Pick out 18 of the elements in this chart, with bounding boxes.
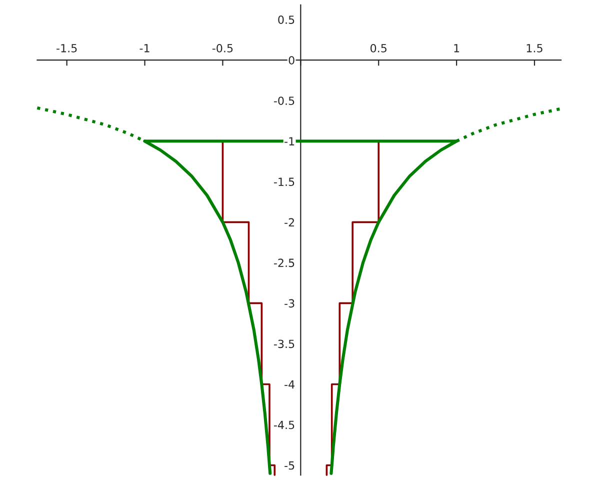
y-tick-label: -1 — [284, 137, 294, 146]
y-tick-label: -0.5 — [274, 96, 294, 105]
x-tick-label: 0.5 — [370, 44, 386, 52]
y-tick-label: -2.5 — [274, 258, 294, 268]
x-tick-label: 1 — [454, 44, 460, 52]
y-tick-label: -2 — [284, 218, 294, 226]
x-tick-label: -1 — [140, 44, 150, 52]
y-tick-label: -3 — [284, 299, 294, 308]
y-tick-label: -5 — [284, 461, 294, 470]
y-tick-label: -3.5 — [274, 340, 294, 348]
y-tick-label: -4 — [284, 380, 294, 388]
y-tick-label: 0 — [288, 56, 294, 64]
y-tick-label: 0.5 — [278, 16, 294, 24]
y-tick-label: -4.5 — [274, 420, 294, 430]
y-tick-label: -1.5 — [274, 178, 294, 186]
x-tick-label: 1.5 — [526, 44, 542, 52]
x-tick-label: -0.5 — [212, 44, 233, 52]
x-tick-label: -1.5 — [56, 44, 77, 52]
